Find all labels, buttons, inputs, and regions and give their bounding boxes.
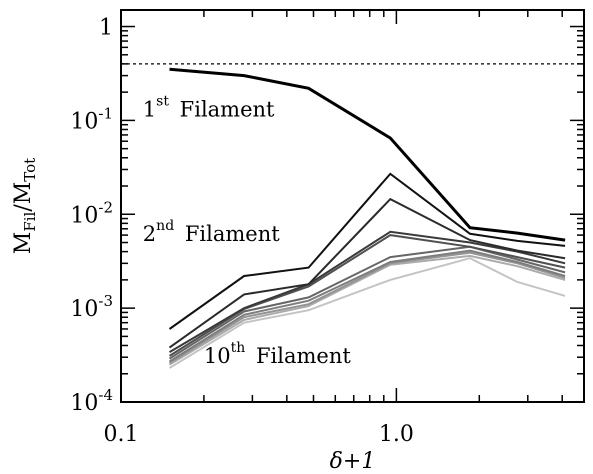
annotation-text: Filament (249, 344, 351, 368)
y-axis-label: MFil/MTot (11, 158, 39, 254)
series-line-7 (168, 249, 566, 363)
annotation-sup: th (231, 340, 246, 356)
y-tick-exp: -3 (98, 292, 113, 310)
x-tick-label: 0.1 (104, 422, 139, 447)
y-tick-label: 10-3 (70, 292, 113, 322)
series-line-3 (168, 197, 566, 349)
series-line-9 (168, 254, 566, 366)
annotation-3: 10th Filament (204, 340, 351, 368)
y-tick-exp: -2 (98, 198, 113, 216)
y-tick-label: 10-1 (70, 104, 113, 134)
y-tick-label: 1 (99, 16, 113, 41)
y-label-slash: / (11, 204, 36, 212)
annotation-2: 2nd Filament (143, 218, 280, 246)
annotation-1: 1st Filament (143, 94, 275, 122)
y-tick-exp: -1 (98, 104, 113, 122)
y-tick-label: 10-2 (70, 198, 113, 228)
series-line-8 (168, 251, 566, 364)
series-line-5 (168, 234, 566, 357)
tick-marks (120, 10, 584, 403)
series-line-6 (168, 245, 566, 360)
y-label-num-sub: Fil (21, 211, 39, 231)
x-tick-label: 1.0 (379, 422, 414, 447)
y-tick-base: 10 (70, 109, 98, 134)
annotation-base: 1 (143, 98, 156, 122)
y-tick-base: 10 (70, 203, 98, 228)
y-tick-labels: 110-110-210-310-4 (70, 16, 113, 416)
y-tick-base: 10 (70, 297, 98, 322)
y-label-den-base: M (11, 182, 36, 205)
series-line-2 (168, 172, 566, 330)
annotation-sup: st (156, 94, 169, 110)
y-tick-exp: -4 (98, 386, 113, 404)
series-layer (168, 67, 566, 369)
series-line-10 (168, 257, 566, 369)
x-axis-label: δ+1 (330, 449, 376, 474)
x-tick-labels: 0.1 1.0 (104, 422, 414, 447)
annotation-base: 2 (143, 222, 156, 246)
annotation-base: 10 (204, 344, 231, 368)
plot-frame (120, 9, 585, 403)
y-tick-label: 10-4 (70, 386, 113, 416)
y-tick-base: 10 (70, 391, 98, 416)
annotation-text: Filament (178, 222, 280, 246)
y-label-num-base: M (11, 232, 36, 255)
annotation-sup: nd (156, 218, 174, 234)
annotation-text: Filament (173, 98, 275, 122)
series-line-1 (169, 67, 566, 242)
y-label-den-sub: Tot (21, 158, 39, 182)
